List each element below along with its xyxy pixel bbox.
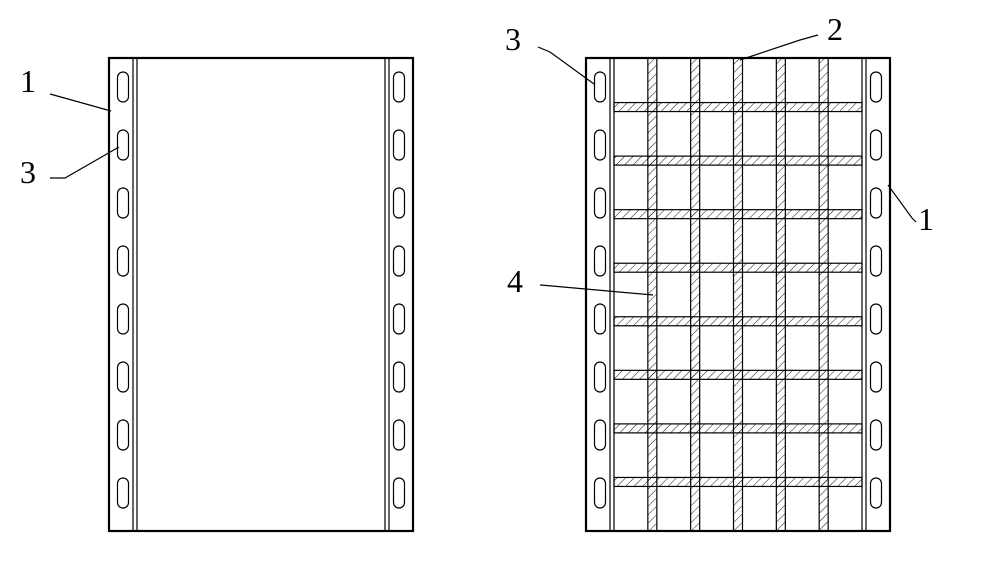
flange-slot — [394, 72, 405, 102]
label-2: 2 — [827, 11, 843, 47]
horizontal-rib — [614, 103, 862, 112]
vertical-rib — [776, 58, 785, 531]
label-3: 3 — [20, 154, 36, 190]
flange-slot — [595, 478, 606, 508]
flange-slot — [118, 478, 129, 508]
callout-3-right: 3 — [505, 21, 594, 84]
horizontal-rib — [614, 370, 862, 379]
flange-slot — [394, 478, 405, 508]
flange-slot — [394, 130, 405, 160]
flange-slot — [394, 188, 405, 218]
flange-slot — [871, 130, 882, 160]
flange-slot — [118, 420, 129, 450]
right-flange-slots-right — [871, 72, 882, 508]
callout-3-left: 3 — [20, 147, 119, 190]
vertical-rib — [819, 58, 828, 531]
flange-slot — [118, 246, 129, 276]
label-1r: 1 — [918, 201, 934, 237]
flange-slot — [394, 246, 405, 276]
callout-1-right: 1 — [888, 185, 934, 237]
flange-slot — [871, 72, 882, 102]
flange-slot — [595, 72, 606, 102]
left-panel: 1 3 — [20, 58, 413, 531]
label-3r: 3 — [505, 21, 521, 57]
callout-1-left: 1 — [20, 63, 111, 111]
flange-slot — [871, 420, 882, 450]
right-panel: 3 2 1 4 — [505, 11, 934, 531]
flange-slot — [118, 304, 129, 334]
flange-slot — [595, 130, 606, 160]
flange-slot — [118, 362, 129, 392]
horizontal-rib — [614, 156, 862, 165]
horizontal-rib — [614, 477, 862, 486]
flange-slot — [394, 420, 405, 450]
flange-slot — [871, 188, 882, 218]
left-flange-slots-left — [118, 72, 129, 508]
flange-slot — [595, 420, 606, 450]
flange-slot — [871, 478, 882, 508]
horizontal-rib — [614, 210, 862, 219]
flange-slot — [871, 362, 882, 392]
flange-slot — [595, 362, 606, 392]
vertical-rib — [734, 58, 743, 531]
horizontal-rib — [614, 317, 862, 326]
left-flange-slots-right — [394, 72, 405, 508]
flange-slot — [595, 188, 606, 218]
horizontal-rib — [614, 263, 862, 272]
flange-slot — [871, 304, 882, 334]
flange-slot — [394, 362, 405, 392]
vertical-rib — [691, 58, 700, 531]
flange-slot — [871, 246, 882, 276]
left-outer — [109, 58, 413, 531]
flange-slot — [118, 188, 129, 218]
flange-slot — [118, 72, 129, 102]
flange-slot — [595, 246, 606, 276]
label-1: 1 — [20, 63, 36, 99]
label-4: 4 — [507, 263, 523, 299]
flange-slot — [595, 304, 606, 334]
callout-2: 2 — [740, 11, 843, 60]
flange-slot — [118, 130, 129, 160]
horizontal-rib — [614, 424, 862, 433]
flange-slot — [394, 304, 405, 334]
